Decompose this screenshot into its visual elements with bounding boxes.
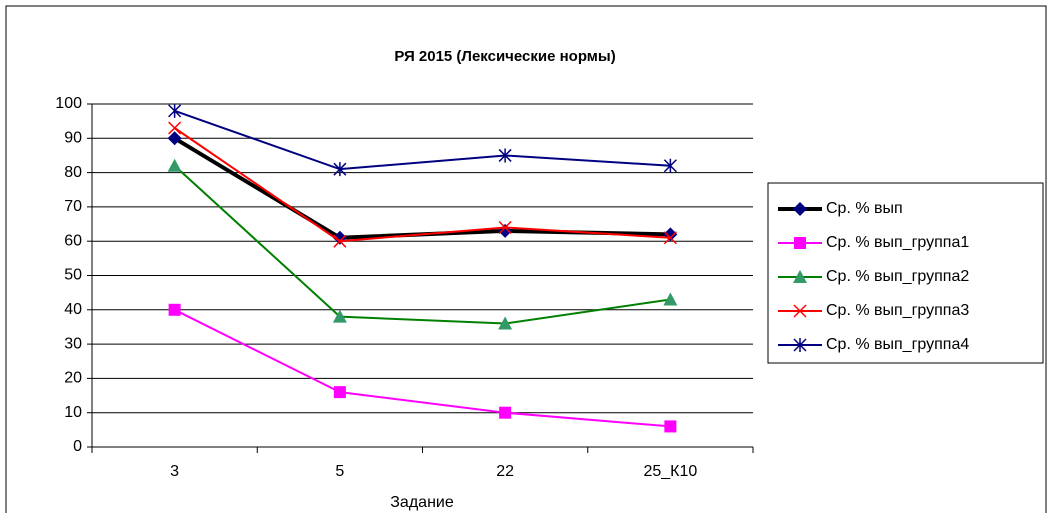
x-tick-label: 25_К10: [643, 463, 697, 480]
legend-marker: [793, 270, 807, 283]
marker: [168, 103, 182, 118]
y-tick-label: 20: [64, 370, 82, 387]
legend-label: Ср. % вып_группа3: [826, 302, 969, 319]
series-line: [174, 109, 671, 171]
marker: [663, 231, 677, 245]
x-tick-label: 3: [170, 463, 179, 480]
x-tick-label: 5: [335, 463, 344, 480]
legend-box: [767, 182, 1044, 364]
y-tick-label: 10: [64, 404, 82, 421]
y-tick-label: 0: [73, 438, 82, 455]
marker: [499, 406, 512, 419]
marker: [332, 309, 347, 323]
y-tick-label: 30: [64, 335, 82, 352]
legend-label: Ср. % вып_группа2: [826, 268, 969, 285]
y-tick-label: 70: [64, 198, 82, 215]
marker: [333, 162, 347, 177]
marker: [663, 158, 677, 173]
marker: [498, 220, 512, 235]
marker: [333, 386, 346, 399]
marker: [168, 303, 181, 316]
y-tick-label: 60: [64, 232, 82, 249]
marker: [664, 420, 677, 433]
legend-marker: [794, 237, 806, 249]
marker: [663, 292, 678, 306]
series-line: [173, 165, 671, 325]
x-axis-label: Задание: [390, 494, 454, 511]
legend-marker: [793, 338, 807, 352]
series-line: [174, 127, 671, 243]
y-tick-label: 100: [55, 95, 82, 112]
y-tick-label: 50: [64, 267, 82, 284]
chart-title: РЯ 2015 (Лексические нормы): [394, 48, 615, 65]
x-tick-label: 22: [496, 463, 514, 480]
legend-label: Ср. % вып_группа4: [826, 336, 969, 353]
y-tick-label: 90: [64, 130, 82, 147]
marker: [498, 316, 513, 330]
y-tick-label: 40: [64, 301, 82, 318]
legend-marker: [793, 202, 807, 216]
marker: [167, 131, 182, 146]
series-line: [174, 308, 671, 428]
marker: [168, 121, 182, 135]
marker: [167, 158, 182, 172]
legend-label: Ср. % вып: [826, 200, 903, 217]
legend-marker: [793, 304, 807, 318]
marker: [333, 234, 347, 248]
y-tick-label: 80: [64, 164, 82, 181]
legend-label: Ср. % вып_группа1: [826, 234, 969, 251]
marker: [498, 148, 512, 163]
